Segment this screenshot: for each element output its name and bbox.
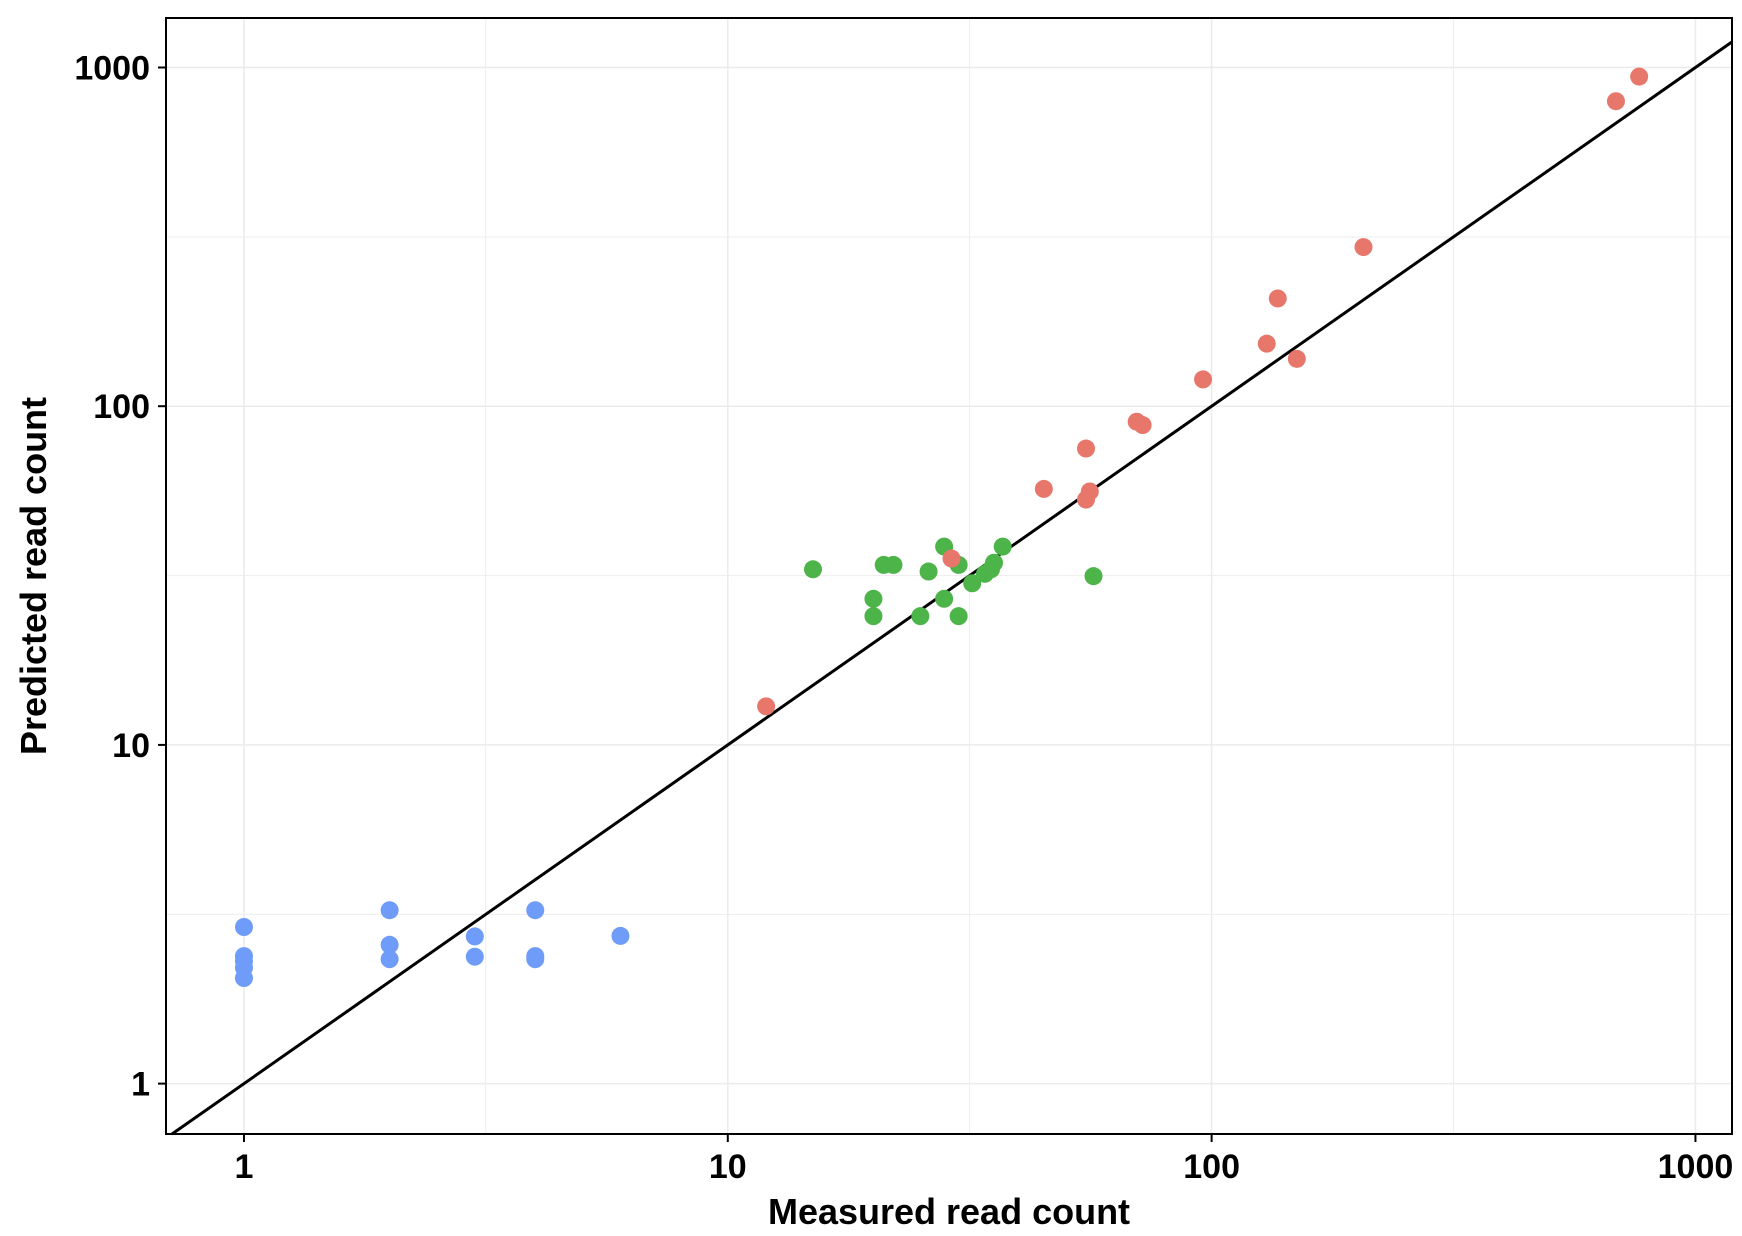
y-tick-label: 100 (93, 388, 150, 426)
x-tick-label: 100 (1183, 1148, 1240, 1186)
point-low (465, 927, 484, 946)
point-low (465, 947, 484, 966)
point-low (234, 947, 253, 966)
plot-panel-border (165, 17, 1733, 1135)
y-axis-title: Predicted read count (13, 397, 54, 755)
point-medium (1084, 567, 1103, 586)
point-high (1194, 370, 1213, 389)
point-medium (963, 574, 982, 593)
x-axis-title: Measured read count (768, 1191, 1130, 1232)
point-medium (993, 537, 1012, 556)
point-high (942, 549, 961, 568)
point-medium (985, 553, 1004, 572)
point-medium (864, 589, 883, 608)
point-high (1080, 482, 1099, 501)
x-tick-label: 10 (709, 1148, 747, 1186)
point-high (1287, 349, 1306, 368)
point-high (757, 697, 776, 716)
point-high (1630, 67, 1649, 86)
data-points (234, 67, 1649, 988)
y-tick-label: 1000 (74, 49, 150, 87)
axes: 1 10 100 1000 1 10 100 1000 (74, 49, 1733, 1186)
point-low (611, 926, 630, 945)
point-low (380, 950, 399, 969)
point-high (1034, 479, 1053, 498)
point-high (1257, 334, 1276, 353)
point-low (526, 901, 545, 920)
point-high (1133, 416, 1152, 435)
point-medium (864, 607, 883, 626)
point-high (1077, 439, 1096, 458)
x-tick-label: 1 (235, 1148, 254, 1186)
point-high (1268, 289, 1287, 308)
point-low (380, 901, 399, 920)
point-low (234, 918, 253, 937)
y-tick-label: 1 (131, 1066, 150, 1104)
point-medium (919, 562, 938, 581)
point-low (380, 935, 399, 954)
point-high (1354, 238, 1373, 257)
reference-line-group (171, 40, 1733, 1136)
point-medium (935, 589, 954, 608)
identity-line (171, 40, 1733, 1136)
point-high (1606, 92, 1625, 111)
y-tick-label: 10 (112, 727, 150, 765)
point-medium (884, 555, 903, 574)
point-medium (803, 560, 822, 579)
x-tick-label: 1000 (1658, 1148, 1734, 1186)
point-medium (949, 607, 968, 626)
point-medium (911, 607, 930, 626)
point-low (526, 950, 545, 969)
